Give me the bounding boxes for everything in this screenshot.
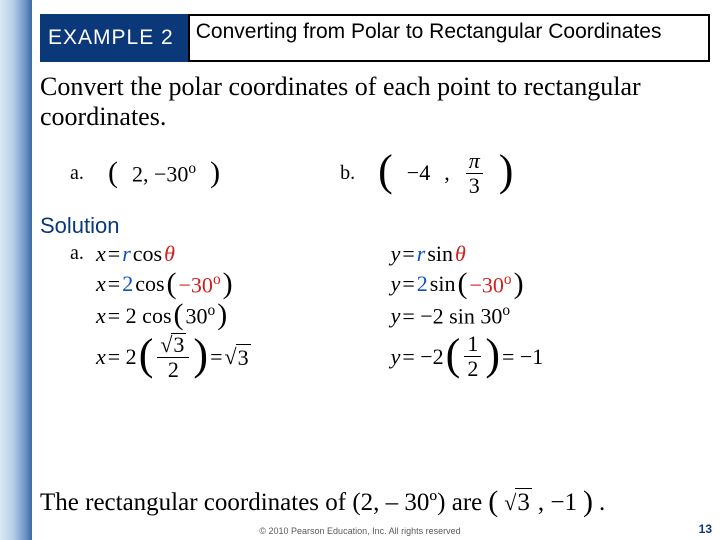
instruction-text: Convert the polar coordinates of each po… [40, 72, 710, 132]
y-column: y = r sin θ y = 2 sin ( −30o ) y = −2 si… [391, 241, 544, 382]
rparen-icon: ) [210, 162, 220, 183]
problem-b-theta: π 3 [466, 150, 483, 197]
problem-a-label: a. [70, 162, 94, 185]
solution-work: a. x = r cos θ x = 2 cos ( −30o ) x = 2 … [70, 241, 710, 382]
solution-label: Solution [40, 213, 710, 239]
x-column: a. x = r cos θ x = 2 cos ( −30o ) x = 2 … [70, 241, 251, 382]
problem-b-r: −4 [407, 160, 430, 186]
slide-content: EXAMPLE 2 Converting from Polar to Recta… [40, 14, 710, 381]
final-answer: The rectangular coordinates of (2, – 30º… [40, 488, 710, 517]
y-line-1: y = r sin θ [391, 241, 544, 267]
y-line-4: y = −2 ( 1 2 ) = −1 [391, 333, 544, 380]
y-line-2: y = 2 sin ( −30o ) [391, 271, 544, 298]
example-badge: EXAMPLE 2 [40, 14, 188, 62]
page-number: 13 [699, 522, 712, 536]
copyright-footer: © 2010 Pearson Education, Inc. All right… [0, 526, 720, 536]
x-line-4: x = 2 ( 3 2 ) = 3 [70, 333, 251, 381]
gradient-sidebar [0, 0, 32, 540]
lparen-icon: ( [488, 491, 498, 512]
lparen-icon: ( [108, 162, 118, 183]
problems-row: a. ( 2, −30o ) b. ( −4 , π 3 ) [70, 150, 710, 197]
problem-a: a. ( 2, −30o ) [70, 150, 220, 197]
rparen-icon: ) [583, 491, 593, 512]
x-line-2: x = 2 cos ( −30o ) [70, 271, 251, 298]
y-line-3: y = −2 sin 30o [391, 302, 544, 329]
rparen-icon: ) [499, 158, 514, 184]
header-row: EXAMPLE 2 Converting from Polar to Recta… [40, 14, 710, 62]
comma: , [444, 160, 450, 186]
x-line-1: a. x = r cos θ [70, 241, 251, 267]
problem-a-value: 2, −30o [132, 160, 196, 187]
problem-b: b. ( −4 , π 3 ) [340, 150, 513, 197]
problem-b-label: b. [340, 162, 364, 185]
title-box: Converting from Polar to Rectangular Coo… [188, 14, 710, 62]
lparen-icon: ( [378, 158, 393, 184]
x-line-3: x = 2 cos ( 30o ) [70, 302, 251, 329]
